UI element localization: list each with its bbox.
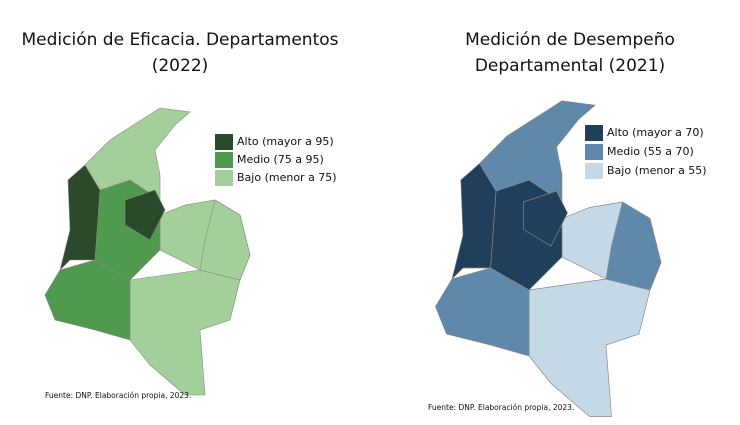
map-panel: Medición de Desempeño Departamental (2021…	[428, 30, 707, 417]
map	[44, 107, 251, 396]
legend-swatch	[585, 144, 603, 160]
source-note: Fuente: DNP. Elaboración propia, 2023.	[45, 391, 191, 400]
department-region	[199, 199, 251, 281]
map-title: (2022)	[152, 56, 209, 76]
department-region	[84, 107, 191, 201]
legend-label: Bajo (menor a 75)	[237, 171, 337, 184]
legend-swatch	[215, 152, 233, 168]
legend-label: Medio (75 a 95)	[237, 153, 324, 166]
department-region	[435, 267, 530, 357]
legend-label: Alto (mayor a 70)	[607, 126, 704, 139]
department-region	[479, 100, 596, 203]
legend-swatch	[585, 125, 603, 141]
map-title: Departamental (2021)	[475, 56, 665, 76]
department-region	[44, 259, 131, 341]
department-region	[124, 189, 166, 241]
legend-label: Alto (mayor a 95)	[237, 135, 334, 148]
map-panel: Medición de Eficacia. Departamentos (2022…	[22, 30, 339, 400]
legend-label: Bajo (menor a 55)	[607, 164, 707, 177]
source-note: Fuente: DNP. Elaboración propia, 2023.	[428, 403, 574, 412]
department-region	[605, 201, 662, 291]
map	[435, 100, 662, 417]
legend-swatch	[215, 134, 233, 150]
map-title: Medición de Eficacia. Departamentos	[22, 30, 339, 50]
map-title: Medición de Desempeño	[465, 30, 675, 50]
department-region	[523, 190, 568, 247]
legend-label: Medio (55 a 70)	[607, 145, 694, 158]
legend-swatch	[215, 170, 233, 186]
legend-swatch	[585, 163, 603, 179]
